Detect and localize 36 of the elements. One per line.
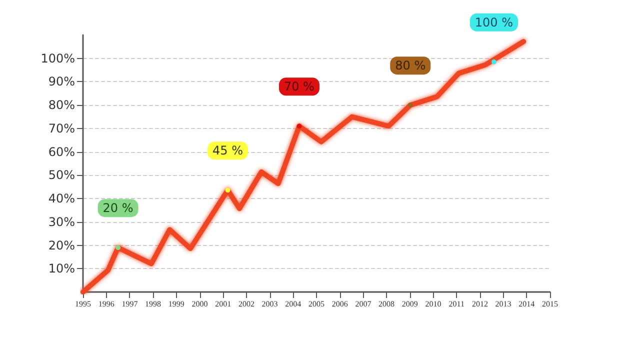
x-tick-label: 1997 [122,300,138,308]
x-tick-label: 2015 [542,300,558,308]
x-tick-label: 2006 [332,300,348,308]
x-tick-label: 2011 [448,300,464,308]
x-tick-label: 2012 [472,300,488,308]
y-tick-label: 50% [48,168,75,182]
x-tick-label: 2002 [238,300,254,308]
x-tick-label: 2008 [378,300,395,308]
y-tick-label: 60% [48,144,75,159]
y-tick-label: 10% [48,262,75,276]
x-tick-label: 1996 [98,300,114,308]
x-tick-label: 2009 [402,300,418,308]
x-tick-label: 2014 [518,300,535,308]
y-tick-label: 40% [48,192,75,206]
x-tick-label: 2007 [355,300,372,308]
x-tick-label: 1995 [75,300,91,308]
annotation: 100 % [474,15,514,30]
x-tick-label: 2005 [308,300,324,308]
y-tick-label: 90% [48,74,75,89]
y-tick-label: 20% [48,238,75,252]
x-tick-label: 1998 [145,300,162,308]
x-tick-label: 2004 [285,300,302,308]
annotation: 45 % [212,144,244,158]
x-tick-label: 1999 [168,300,184,308]
y-tick-label: 80% [48,98,75,112]
annotation: 20 % [102,201,134,216]
annotation: 70 % [284,80,314,94]
x-tick-label: 2010 [425,300,442,308]
x-tick-label: 2001 [215,300,232,308]
y-tick-label: 70% [48,121,75,136]
x-tick-label: 2003 [262,300,278,308]
x-tick-label: 2013 [495,300,512,308]
annotation: 80 % [395,58,426,73]
y-tick-label: 30% [48,214,75,229]
x-tick-label: 2000 [192,300,208,308]
y-tick-label: 100% [40,51,75,66]
